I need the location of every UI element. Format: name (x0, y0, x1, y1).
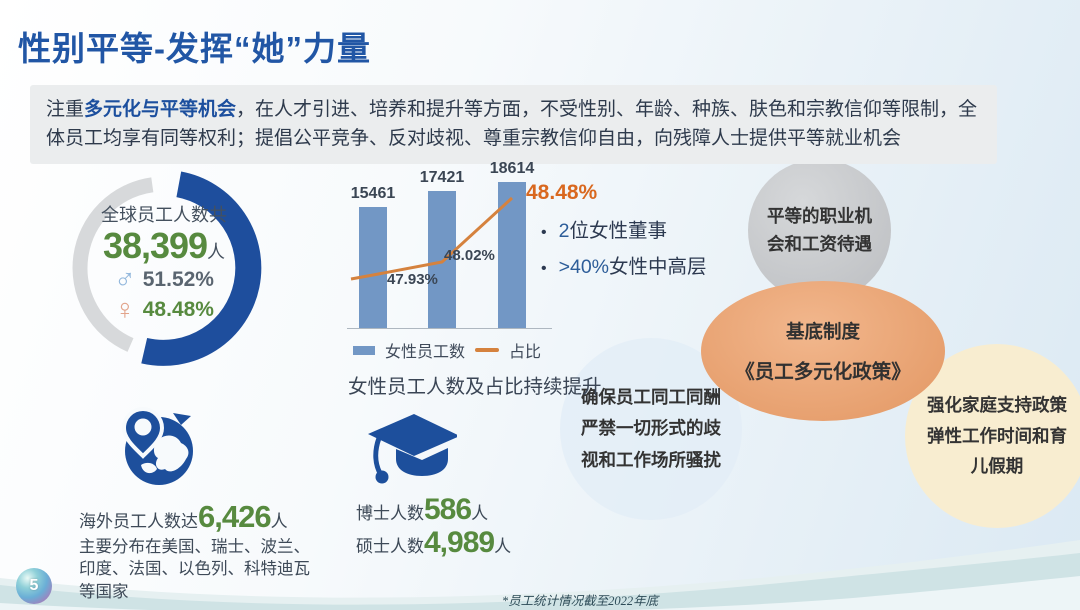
page-number-badge: 5 (16, 568, 52, 604)
intro-highlight: 多元化与平等机会 (84, 99, 237, 120)
bar-value-2: 18614 (489, 160, 535, 177)
page-title: 性别平等-发挥“她”力量 (18, 30, 371, 67)
pct-label-0: 47.93% (387, 271, 438, 288)
pct-label-1: 48.02% (444, 247, 495, 264)
globe-pin-icon (121, 406, 193, 485)
bar-value-0: 15461 (350, 185, 396, 202)
overseas-unit: 人 (270, 512, 288, 531)
intro-banner: 注重多元化与平等机会，在人才引进、培养和提升等方面，不受性别、年龄、种族、肤色和… (30, 85, 997, 164)
page-number: 5 (29, 577, 39, 594)
bubble-equal-career-text: 平等的职业机会和工资待遇 (767, 206, 872, 254)
master-value: 4,989 (424, 526, 495, 559)
male-icon: ♂ (114, 263, 136, 296)
total-headcount-value: 38,399 (102, 225, 208, 266)
donut-center-text: 全球员工人数共 38,399人 ♂ 51.52% ♀ 48.48% (74, 201, 254, 325)
female-staff-chart: 15461 17421 18614 47.93% 48.02% 48.48% 女… (347, 152, 622, 402)
bubble-equal-career: 平等的职业机会和工资待遇 (748, 159, 891, 302)
legend-line-label: 占比 (509, 344, 542, 361)
pct-label-2: 48.48% (526, 181, 598, 204)
intro-body: ，在人才引进、培养和提升等方面，不受性别、年龄、种族、肤色和宗教信仰等限制，全体… (46, 99, 978, 150)
bar-0 (359, 207, 387, 328)
overseas-countries: 主要分布在美国、瑞士、波兰、印度、法国、以色列、科特迪瓦等国家 (79, 538, 310, 601)
phd-label: 博士人数 (356, 504, 424, 523)
phd-row: 博士人数 586 人 (356, 495, 511, 525)
bullet-directors-text: 位女性董事 (569, 220, 667, 242)
footer-wave-decoration (0, 540, 1080, 610)
graduation-cap-icon (368, 414, 457, 484)
female-leadership-bullets: 2位女性董事 >40%女性中高层 (541, 214, 707, 286)
bullet-middle-management: >40%女性中高层 (541, 250, 707, 279)
master-row: 硕士人数 4,989 人 (356, 528, 511, 558)
male-share-row: ♂ 51.52% (74, 263, 254, 296)
bubble-diversity-policy: 基底制度 《员工多元化政策》 (701, 281, 945, 421)
policy-name: 《员工多元化政策》 (735, 361, 911, 383)
education-stats: 博士人数 586 人 硕士人数 4,989 人 (356, 495, 511, 561)
female-share-row: ♀ 48.48% (74, 293, 254, 326)
chart-legend: 女性员工数 占比 (353, 338, 541, 362)
intro-prefix: 注重 (46, 99, 85, 120)
chart-caption: 女性员工人数及占比持续提升 (348, 376, 602, 398)
bullet-mgmt-number: >40% (558, 256, 610, 278)
bubble-equal-pay-text: 确保员工同工同酬严禁一切形式的歧视和工作场所骚扰 (581, 386, 721, 470)
bar-2 (498, 182, 526, 328)
legend-line-swatch (475, 348, 500, 352)
master-unit: 人 (494, 537, 512, 556)
x-axis-line (347, 328, 552, 329)
bullet-mgmt-text: 女性中高层 (609, 256, 707, 278)
bullet-directors: 2位女性董事 (541, 214, 707, 243)
total-headcount-unit: 人 (207, 242, 226, 262)
legend-bar-swatch (353, 345, 375, 355)
policy-title: 基底制度 (785, 321, 860, 342)
male-percent: 51.52% (142, 268, 214, 292)
bubble-equal-pay: 确保员工同工同酬严禁一切形式的歧视和工作场所骚扰 (560, 338, 742, 520)
master-label: 硕士人数 (356, 537, 424, 556)
legend-bar-label: 女性员工数 (385, 344, 466, 361)
footnote: *员工统计情况截至2022年底 (501, 594, 659, 608)
donut-label: 全球员工人数共 (101, 205, 227, 225)
donut-blue-arc (141, 171, 262, 366)
overseas-value: 6,426 (198, 499, 272, 534)
overseas-headcount-row: 海外员工人数达 6,426 人 (79, 501, 311, 532)
overseas-stats: 海外员工人数达 6,426 人 主要分布在美国、瑞士、波兰、印度、法国、以色列、… (79, 501, 311, 603)
bullet-directors-number: 2 (558, 220, 570, 242)
bubble-family-support-text: 强化家庭支持政策弹性工作时间和育儿假期 (927, 395, 1067, 477)
total-headcount: 38,399人 (74, 227, 254, 265)
female-percent: 48.48% (142, 298, 214, 322)
phd-unit: 人 (471, 504, 489, 523)
bar-value-1: 17421 (419, 169, 465, 186)
donut-gray-arc (72, 177, 154, 352)
overseas-label: 海外员工人数达 (79, 512, 198, 531)
female-icon: ♀ (114, 293, 136, 326)
phd-value: 586 (424, 493, 472, 526)
headcount-donut-chart (72, 171, 262, 366)
